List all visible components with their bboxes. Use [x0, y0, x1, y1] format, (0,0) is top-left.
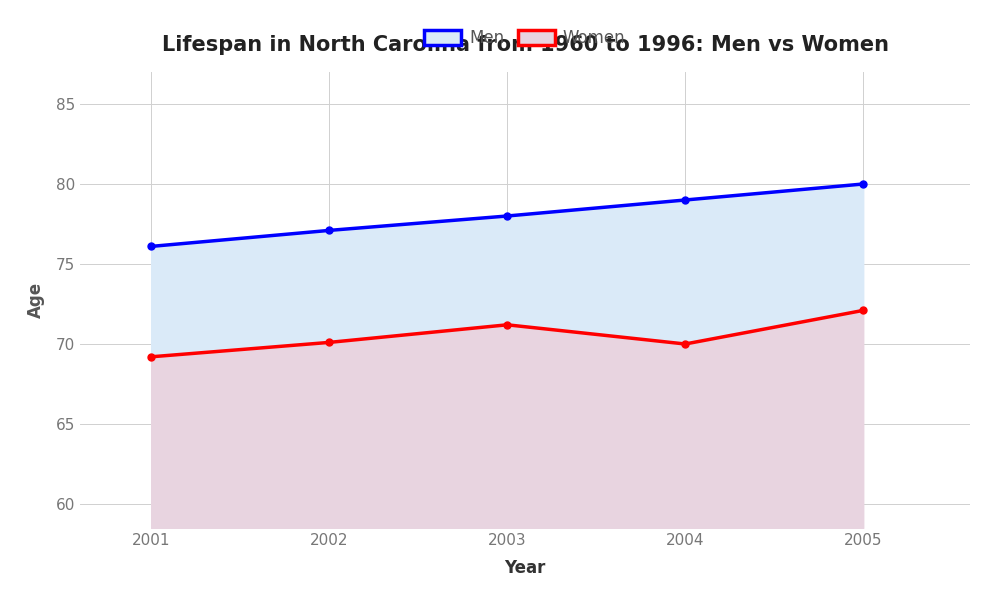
X-axis label: Year: Year — [504, 559, 546, 577]
Title: Lifespan in North Carolina from 1960 to 1996: Men vs Women: Lifespan in North Carolina from 1960 to … — [162, 35, 889, 55]
Legend: Men, Women: Men, Women — [416, 21, 634, 56]
Y-axis label: Age: Age — [27, 282, 45, 318]
